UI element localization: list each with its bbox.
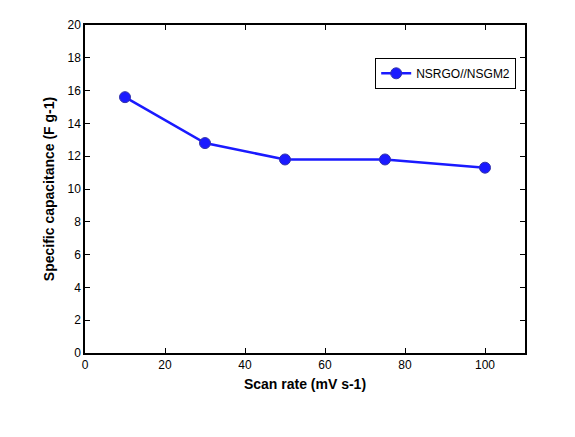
svg-text:100: 100 <box>475 358 495 372</box>
svg-text:18: 18 <box>67 51 81 65</box>
svg-text:12: 12 <box>67 149 81 163</box>
svg-text:0: 0 <box>74 346 81 360</box>
svg-text:60: 60 <box>318 358 332 372</box>
svg-text:2: 2 <box>74 313 81 327</box>
svg-text:16: 16 <box>67 84 81 98</box>
svg-text:40: 40 <box>238 358 252 372</box>
svg-text:20: 20 <box>67 18 81 32</box>
svg-text:80: 80 <box>398 358 412 372</box>
svg-text:20: 20 <box>158 358 172 372</box>
svg-text:NSRGO//NSGM2: NSRGO//NSGM2 <box>416 67 510 81</box>
svg-text:6: 6 <box>74 248 81 262</box>
svg-text:14: 14 <box>67 117 81 131</box>
svg-text:Scan rate (mV s-1): Scan rate (mV s-1) <box>244 376 366 392</box>
svg-text:Specific capacitance (F g-1): Specific capacitance (F g-1) <box>41 97 57 281</box>
svg-text:10: 10 <box>67 182 81 196</box>
svg-text:4: 4 <box>74 281 81 295</box>
svg-text:0: 0 <box>82 358 89 372</box>
svg-text:8: 8 <box>74 215 81 229</box>
